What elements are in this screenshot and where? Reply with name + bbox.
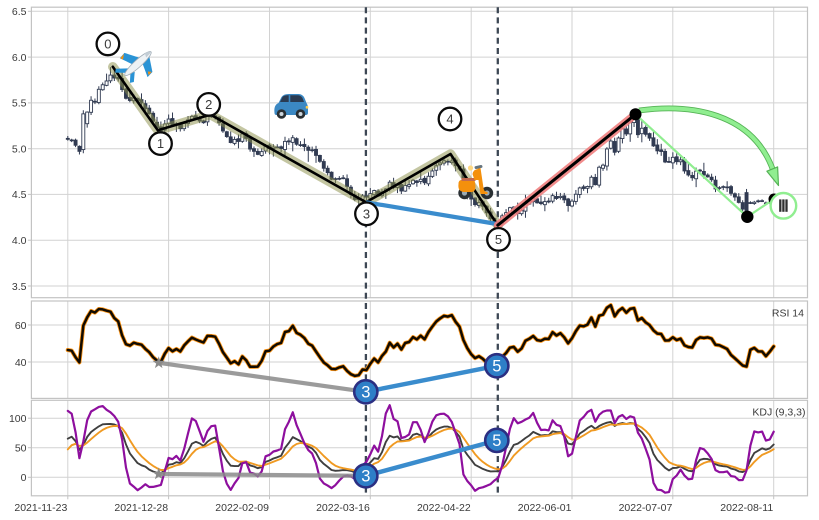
svg-text:RSI 14: RSI 14 bbox=[772, 308, 804, 320]
svg-text:40: 40 bbox=[15, 357, 27, 369]
svg-text:3: 3 bbox=[361, 383, 370, 401]
svg-text:2022-08-11: 2022-08-11 bbox=[720, 502, 773, 514]
svg-text:2022-04-22: 2022-04-22 bbox=[417, 502, 471, 514]
svg-text:5: 5 bbox=[492, 432, 501, 450]
svg-text:100: 100 bbox=[9, 413, 27, 425]
svg-text:2: 2 bbox=[205, 97, 212, 112]
svg-text:2021-11-23: 2021-11-23 bbox=[14, 502, 67, 514]
svg-text:60: 60 bbox=[15, 320, 27, 332]
svg-text:2022-07-07: 2022-07-07 bbox=[619, 502, 673, 514]
svg-text:5.0: 5.0 bbox=[12, 144, 27, 156]
svg-text:2022-02-09: 2022-02-09 bbox=[215, 502, 269, 514]
svg-text:4: 4 bbox=[446, 112, 453, 127]
svg-text:2022-03-16: 2022-03-16 bbox=[316, 502, 370, 514]
svg-text:KDJ (9,3,3): KDJ (9,3,3) bbox=[752, 407, 805, 419]
svg-text:6.5: 6.5 bbox=[12, 6, 27, 18]
svg-text:0: 0 bbox=[104, 37, 111, 52]
svg-text:2021-12-28: 2021-12-28 bbox=[114, 502, 168, 514]
svg-text:2022-06-01: 2022-06-01 bbox=[518, 502, 572, 514]
svg-text:1: 1 bbox=[157, 136, 164, 151]
svg-text:5.5: 5.5 bbox=[12, 98, 27, 110]
svg-text:4.5: 4.5 bbox=[12, 189, 27, 201]
svg-text:0: 0 bbox=[21, 472, 27, 484]
svg-text:3: 3 bbox=[361, 467, 370, 485]
svg-text:4.0: 4.0 bbox=[12, 235, 27, 247]
svg-text:6.0: 6.0 bbox=[12, 52, 27, 64]
svg-text:5: 5 bbox=[492, 357, 501, 375]
svg-text:3.5: 3.5 bbox=[12, 281, 27, 293]
svg-text:5: 5 bbox=[495, 232, 502, 247]
svg-text:50: 50 bbox=[15, 443, 27, 455]
svg-text:3: 3 bbox=[363, 206, 370, 221]
